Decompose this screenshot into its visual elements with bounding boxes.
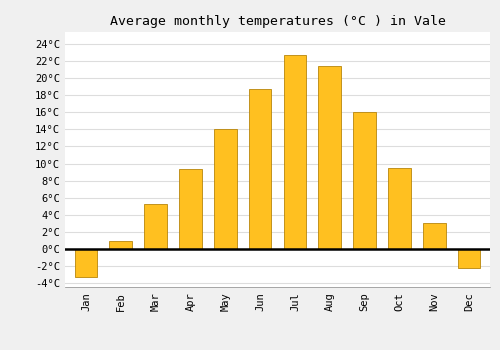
- Bar: [74, 248, 97, 277]
- Bar: [318, 66, 341, 248]
- Bar: [423, 223, 446, 248]
- Bar: [284, 55, 306, 248]
- Bar: [249, 89, 272, 248]
- Bar: [179, 169, 202, 248]
- Bar: [214, 128, 236, 248]
- Bar: [354, 112, 376, 248]
- Bar: [110, 241, 132, 248]
- Title: Average monthly temperatures (°C ) in Vale: Average monthly temperatures (°C ) in Va…: [110, 15, 446, 28]
- Bar: [388, 168, 410, 248]
- Bar: [458, 248, 480, 268]
- Bar: [144, 204, 167, 248]
